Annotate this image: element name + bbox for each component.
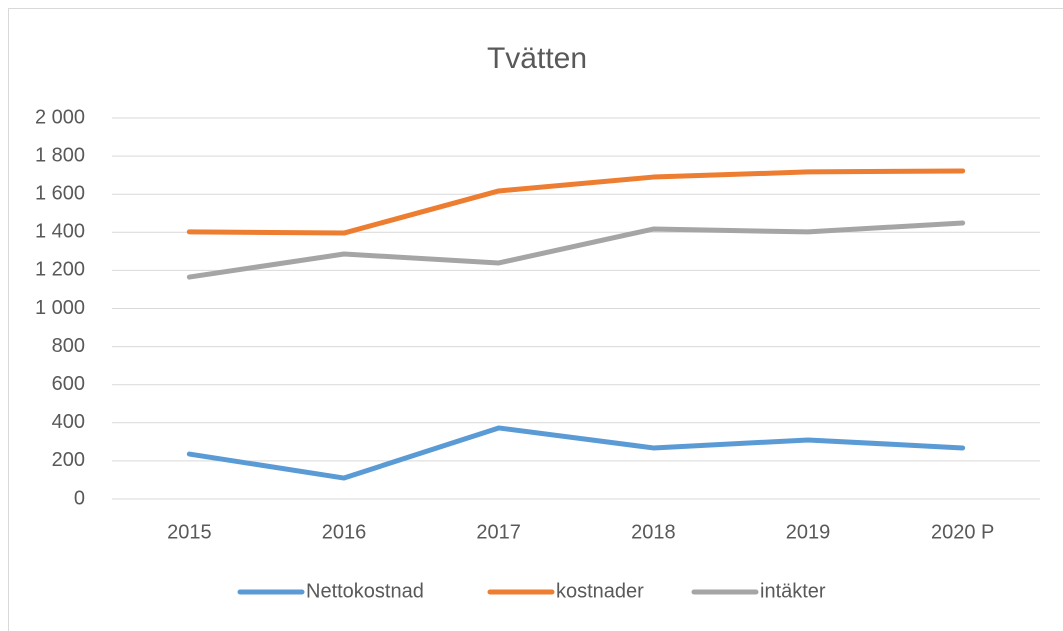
- y-tick-label: 800: [52, 335, 85, 357]
- x-tick-label: 2017: [476, 521, 521, 543]
- y-tick-label: 1 200: [35, 259, 85, 281]
- legend-label: Nettokostnad: [306, 580, 424, 602]
- y-tick-label: 0: [74, 487, 85, 509]
- legend-label: intäkter: [760, 580, 826, 602]
- y-tick-label: 1 400: [35, 221, 85, 243]
- line-series: [186, 168, 966, 236]
- y-tick-label: 400: [52, 411, 85, 433]
- y-tick-label: 1 800: [35, 144, 85, 166]
- chart-title: Tvätten: [487, 42, 587, 75]
- line-series: [186, 425, 966, 481]
- x-tick-label: 2015: [167, 521, 212, 543]
- y-tick-label: 2 000: [35, 106, 85, 128]
- legend-label: kostnader: [556, 580, 644, 602]
- line-series: [186, 220, 966, 280]
- x-tick-label: 2019: [786, 521, 831, 543]
- y-tick-label: 200: [52, 449, 85, 471]
- y-tick-label: 600: [52, 373, 85, 395]
- x-tick-label: 2020 P: [931, 521, 994, 543]
- y-tick-label: 1 600: [35, 182, 85, 204]
- chart-frame: [8, 8, 1063, 631]
- x-tick-label: 2016: [322, 521, 367, 543]
- y-tick-label: 1 000: [35, 297, 85, 319]
- x-tick-label: 2018: [631, 521, 676, 543]
